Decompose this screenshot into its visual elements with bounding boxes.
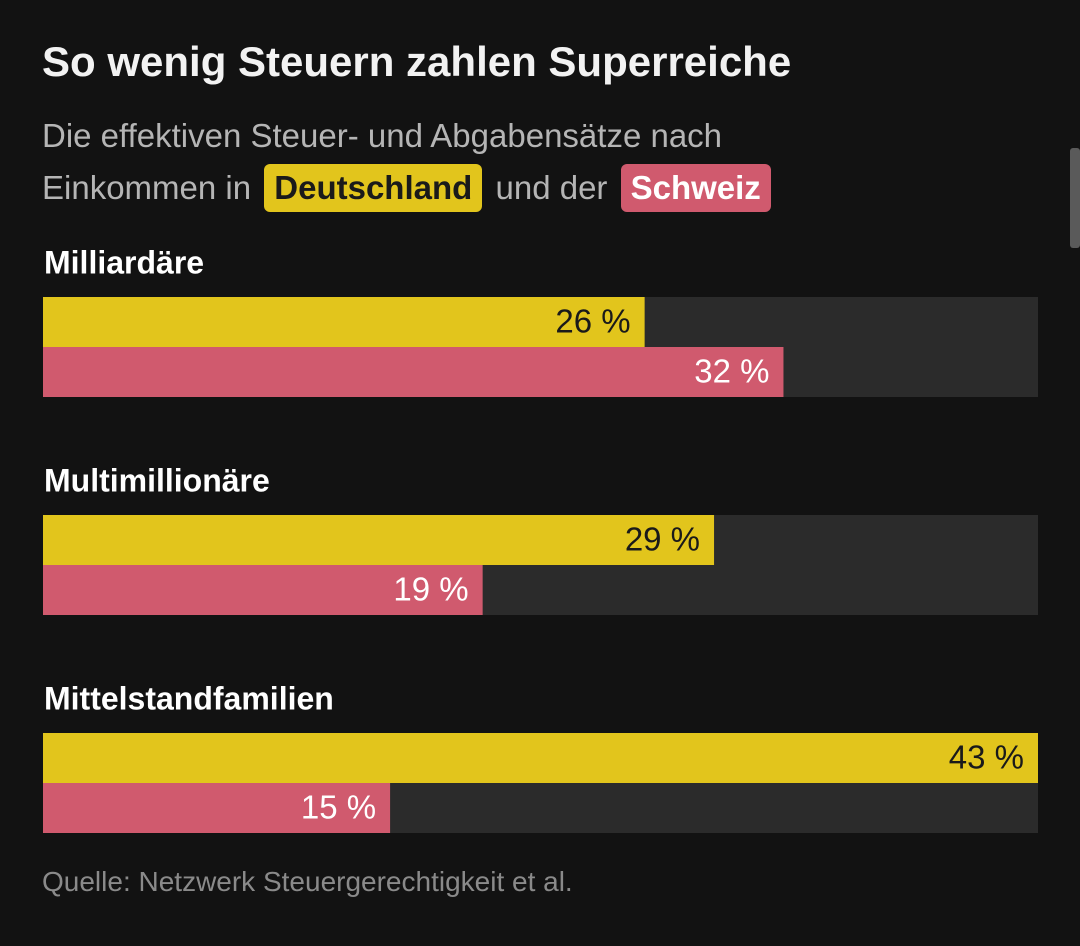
subtitle: Die effektiven Steuer- und Abgabensätze … bbox=[42, 110, 775, 214]
bar bbox=[43, 783, 391, 833]
subtitle-text: und der bbox=[495, 169, 608, 206]
bar bbox=[43, 515, 715, 565]
value-label: 29 % bbox=[625, 521, 700, 558]
bar bbox=[43, 297, 645, 347]
value-label: 19 % bbox=[393, 571, 468, 608]
bar bbox=[43, 733, 1038, 783]
category-label: Milliardäre bbox=[44, 244, 204, 280]
subtitle-text: Einkommen in bbox=[42, 169, 252, 206]
source: Quelle: Netzwerk Steuergerechtigkeit et … bbox=[42, 866, 573, 897]
category-label: Mittelstandfamilien bbox=[44, 680, 334, 716]
value-label: 15 % bbox=[301, 789, 376, 826]
legend-entry: Deutschland bbox=[264, 164, 483, 212]
value-label: 32 % bbox=[694, 353, 769, 390]
category-label: Multimillionäre bbox=[44, 462, 270, 498]
legend-entry: Schweiz bbox=[620, 164, 771, 212]
scrollbar bbox=[1070, 148, 1080, 248]
chart-title: So wenig Steuern zahlen Superreiche bbox=[42, 38, 792, 85]
bar bbox=[43, 347, 784, 397]
subtitle-text: Die effektiven Steuer- und Abgabensätze … bbox=[42, 117, 723, 154]
value-label: 26 % bbox=[555, 303, 630, 340]
bar bbox=[43, 565, 483, 615]
value-label: 43 % bbox=[949, 739, 1024, 776]
